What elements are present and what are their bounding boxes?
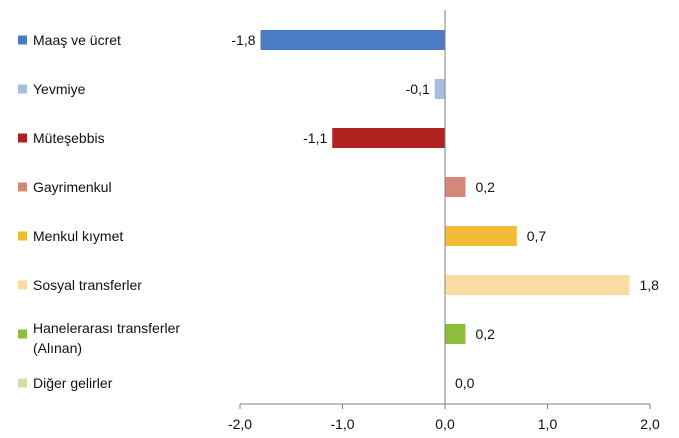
bar — [445, 275, 630, 295]
legend-swatch — [18, 35, 27, 45]
data-label: 0,2 — [476, 326, 496, 342]
legend-swatch — [18, 280, 27, 290]
legend-label: Menkul kıymet — [33, 228, 123, 244]
legend-label: Diğer gelirler — [33, 375, 113, 391]
x-tick-label: -2,0 — [228, 416, 252, 432]
legend-swatch — [18, 378, 27, 388]
x-tick-label: 1,0 — [538, 416, 558, 432]
data-label: 0,0 — [455, 375, 475, 391]
x-tick-label: -1,0 — [330, 416, 354, 432]
data-label: 0,7 — [527, 228, 547, 244]
legend-label: Müteşebbis — [33, 130, 105, 146]
bars: -1,8 -0,1 -1,1 0,2 0,7 1,8 0,2 0,0 — [231, 30, 659, 391]
bar — [260, 30, 445, 50]
legend-swatch — [18, 182, 27, 192]
bar — [445, 324, 466, 344]
bar — [445, 226, 517, 246]
data-label: -1,8 — [231, 32, 255, 48]
bar — [445, 177, 466, 197]
legend-swatch — [18, 329, 27, 339]
legend-label: Gayrimenkul — [33, 179, 112, 195]
data-label: -1,1 — [303, 130, 327, 146]
legend-label: Maaş ve ücret — [33, 32, 121, 48]
legend-label: Yevmiye — [33, 81, 86, 97]
x-tick-label: 0,0 — [435, 416, 455, 432]
legend: Maaş ve ücret Yevmiye Müteşebbis Gayrimenku… — [18, 32, 180, 391]
legend-swatch — [18, 231, 27, 241]
x-axis: -2,0 -1,0 0,0 1,0 2,0 — [228, 10, 660, 432]
bar — [434, 79, 445, 99]
x-tick-label: 2,0 — [640, 416, 660, 432]
legend-label: Hanelerarası transferler — [33, 320, 180, 336]
legend-label: (Alınan) — [33, 340, 82, 356]
data-label: -0,1 — [406, 81, 430, 97]
bar — [332, 128, 445, 148]
data-label: 0,2 — [476, 179, 496, 195]
legend-swatch — [18, 84, 27, 94]
data-label: 1,8 — [640, 277, 660, 293]
legend-swatch — [18, 133, 27, 143]
legend-label: Sosyal transferler — [33, 277, 142, 293]
